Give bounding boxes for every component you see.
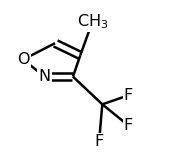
Text: F: F <box>124 118 133 133</box>
Text: F: F <box>94 134 104 149</box>
Text: CH$_3$: CH$_3$ <box>77 12 108 30</box>
Text: F: F <box>124 88 133 103</box>
Text: N: N <box>38 69 51 84</box>
Text: O: O <box>17 52 29 67</box>
